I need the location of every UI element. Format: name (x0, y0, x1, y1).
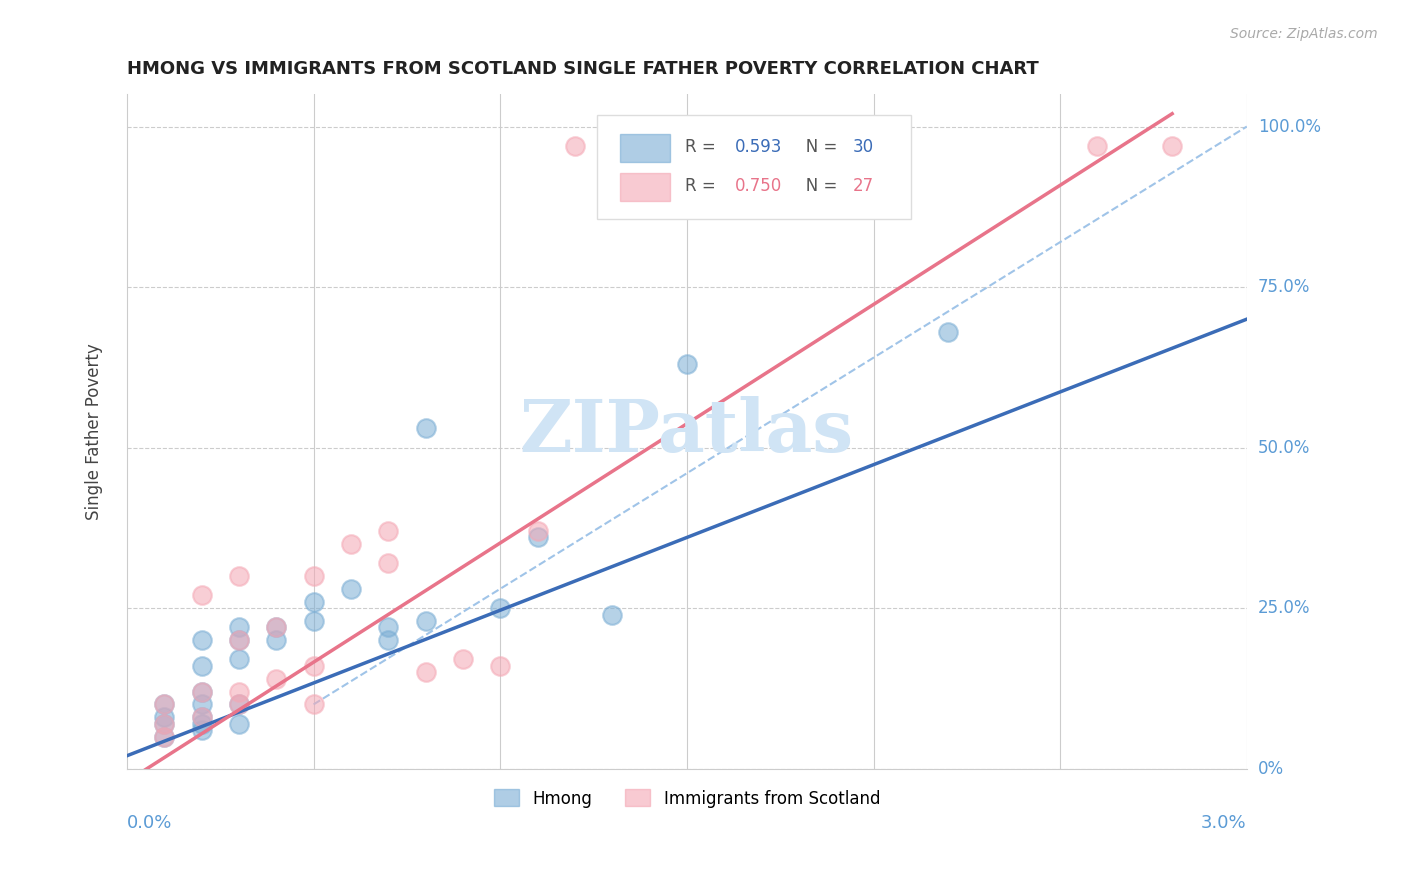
Point (153, 698, 176, 712)
Point (489, 601, 512, 615)
Text: 0.593: 0.593 (735, 138, 782, 156)
Point (676, 357, 699, 371)
Text: 3.0%: 3.0% (1201, 814, 1247, 831)
Point (228, 620, 250, 634)
Point (153, 710, 176, 724)
Point (190, 684, 212, 698)
Point (600, 138, 623, 153)
Point (228, 698, 250, 712)
Point (228, 569, 250, 583)
Text: 27: 27 (852, 178, 873, 195)
Point (302, 569, 325, 583)
Point (862, 138, 884, 153)
Point (600, 607, 623, 622)
Point (302, 698, 325, 712)
Point (190, 588, 212, 602)
Point (415, 665, 437, 680)
Point (153, 730, 176, 744)
Text: N =: N = (790, 178, 842, 195)
Text: 75.0%: 75.0% (1258, 278, 1310, 296)
Point (526, 524, 548, 538)
Point (1161, 138, 1184, 153)
Point (377, 633, 399, 648)
Point (377, 620, 399, 634)
Point (190, 716, 212, 731)
Point (228, 698, 250, 712)
Point (415, 421, 437, 435)
Point (377, 556, 399, 570)
Point (228, 652, 250, 666)
Text: 0.750: 0.750 (735, 178, 782, 195)
Point (302, 614, 325, 628)
Text: Source: ZipAtlas.com: Source: ZipAtlas.com (1230, 27, 1378, 41)
Point (264, 620, 287, 634)
Point (228, 716, 250, 731)
Text: HMONG VS IMMIGRANTS FROM SCOTLAND SINGLE FATHER POVERTY CORRELATION CHART: HMONG VS IMMIGRANTS FROM SCOTLAND SINGLE… (127, 60, 1039, 78)
Point (340, 537, 363, 551)
Point (153, 716, 176, 731)
Point (302, 595, 325, 609)
Text: ZIPatlas: ZIPatlas (520, 396, 853, 467)
Point (936, 325, 959, 339)
Point (153, 730, 176, 744)
Point (526, 531, 548, 545)
Point (264, 620, 287, 634)
Text: R =: R = (685, 138, 721, 156)
Text: R =: R = (685, 178, 721, 195)
FancyBboxPatch shape (620, 173, 671, 201)
Point (190, 633, 212, 648)
FancyBboxPatch shape (620, 134, 671, 161)
Point (228, 633, 250, 648)
Point (489, 659, 512, 673)
Point (190, 710, 212, 724)
Text: 30: 30 (852, 138, 873, 156)
FancyBboxPatch shape (598, 115, 911, 219)
Text: 25.0%: 25.0% (1258, 599, 1310, 617)
Point (415, 614, 437, 628)
Point (264, 633, 287, 648)
Point (1087, 138, 1109, 153)
Point (153, 698, 176, 712)
Point (190, 723, 212, 737)
Text: N =: N = (790, 138, 842, 156)
Point (153, 716, 176, 731)
Point (264, 672, 287, 686)
Text: 0%: 0% (1258, 760, 1284, 778)
Point (451, 652, 474, 666)
Point (377, 524, 399, 538)
Text: 0.0%: 0.0% (127, 814, 173, 831)
Text: 100.0%: 100.0% (1258, 118, 1322, 136)
Point (190, 684, 212, 698)
Point (228, 684, 250, 698)
Point (340, 582, 363, 596)
Y-axis label: Single Father Poverty: Single Father Poverty (86, 343, 103, 520)
Point (228, 633, 250, 648)
Legend: Hmong, Immigrants from Scotland: Hmong, Immigrants from Scotland (486, 782, 887, 814)
Point (190, 698, 212, 712)
Point (564, 138, 586, 153)
Text: 50.0%: 50.0% (1258, 439, 1310, 457)
Point (302, 659, 325, 673)
Point (190, 710, 212, 724)
Point (190, 659, 212, 673)
